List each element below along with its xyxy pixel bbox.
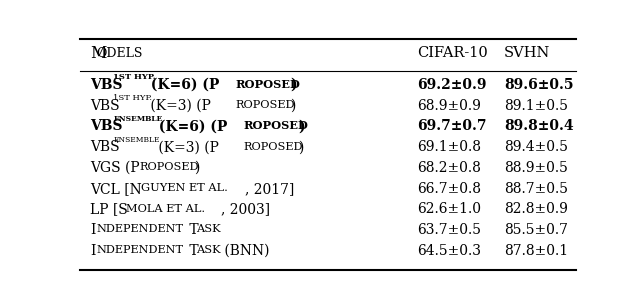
Text: (K=3) (P: (K=3) (P — [146, 99, 211, 113]
Text: ENSEMBLE: ENSEMBLE — [113, 136, 160, 144]
Text: 1ST HYP.: 1ST HYP. — [113, 73, 156, 81]
Text: NDEPENDENT: NDEPENDENT — [97, 225, 184, 234]
Text: 89.4±0.5: 89.4±0.5 — [504, 140, 568, 154]
Text: ): ) — [290, 99, 295, 113]
Text: ENSEMBLE: ENSEMBLE — [113, 115, 163, 123]
Text: 68.9±0.9: 68.9±0.9 — [417, 99, 481, 113]
Text: 82.8±0.9: 82.8±0.9 — [504, 203, 568, 216]
Text: I: I — [90, 223, 95, 237]
Text: ASK: ASK — [196, 245, 221, 255]
Text: ROPOSED: ROPOSED — [236, 100, 295, 110]
Text: 69.1±0.8: 69.1±0.8 — [417, 140, 481, 154]
Text: (K=6) (P: (K=6) (P — [146, 78, 220, 92]
Text: 66.7±0.8: 66.7±0.8 — [417, 182, 481, 196]
Text: ROPOSED: ROPOSED — [140, 162, 199, 172]
Text: I: I — [90, 244, 95, 258]
Text: T: T — [185, 223, 199, 237]
Text: (BNN): (BNN) — [220, 244, 270, 258]
Text: ROPOSED: ROPOSED — [244, 120, 308, 131]
Text: 69.7±0.7: 69.7±0.7 — [417, 119, 487, 133]
Text: 85.5±0.7: 85.5±0.7 — [504, 223, 568, 237]
Text: MOLA ET AL.: MOLA ET AL. — [125, 204, 205, 214]
Text: ): ) — [298, 119, 305, 133]
Text: ): ) — [298, 140, 303, 154]
Text: 62.6±1.0: 62.6±1.0 — [417, 203, 481, 216]
Text: ): ) — [194, 161, 200, 175]
Text: (K=6) (P: (K=6) (P — [154, 119, 228, 133]
Text: 69.2±0.9: 69.2±0.9 — [417, 78, 487, 92]
Text: T: T — [185, 244, 199, 258]
Text: ): ) — [290, 78, 296, 92]
Text: (K=3) (P: (K=3) (P — [154, 140, 220, 154]
Text: 63.7±0.5: 63.7±0.5 — [417, 223, 481, 237]
Text: ODELS: ODELS — [97, 47, 143, 60]
Text: VBS: VBS — [90, 99, 120, 113]
Text: SVHN: SVHN — [504, 46, 550, 60]
Text: VCL [N: VCL [N — [90, 182, 141, 196]
Text: 87.8±0.1: 87.8±0.1 — [504, 244, 568, 258]
Text: VBS: VBS — [90, 140, 120, 154]
Text: ROPOSED: ROPOSED — [244, 141, 303, 151]
Text: VBS: VBS — [90, 78, 122, 92]
Text: , 2003]: , 2003] — [221, 203, 271, 216]
Text: 68.2±0.8: 68.2±0.8 — [417, 161, 481, 175]
Text: 89.8±0.4: 89.8±0.4 — [504, 119, 573, 133]
Text: M: M — [90, 45, 106, 62]
Text: 1ST HYP.: 1ST HYP. — [113, 94, 152, 102]
Text: CIFAR-10: CIFAR-10 — [417, 46, 488, 60]
Text: 89.6±0.5: 89.6±0.5 — [504, 78, 573, 92]
Text: 64.5±0.3: 64.5±0.3 — [417, 244, 481, 258]
Text: NDEPENDENT: NDEPENDENT — [97, 245, 184, 255]
Text: 89.1±0.5: 89.1±0.5 — [504, 99, 568, 113]
Text: ASK: ASK — [196, 225, 221, 234]
Text: , 2017]: , 2017] — [245, 182, 294, 196]
Text: 88.7±0.5: 88.7±0.5 — [504, 182, 568, 196]
Text: GUYEN ET AL.: GUYEN ET AL. — [141, 183, 228, 193]
Text: 88.9±0.5: 88.9±0.5 — [504, 161, 568, 175]
Text: LP [S: LP [S — [90, 203, 127, 216]
Text: VGS (P: VGS (P — [90, 161, 140, 175]
Text: ROPOSED: ROPOSED — [236, 79, 300, 90]
Text: VBS: VBS — [90, 119, 122, 133]
